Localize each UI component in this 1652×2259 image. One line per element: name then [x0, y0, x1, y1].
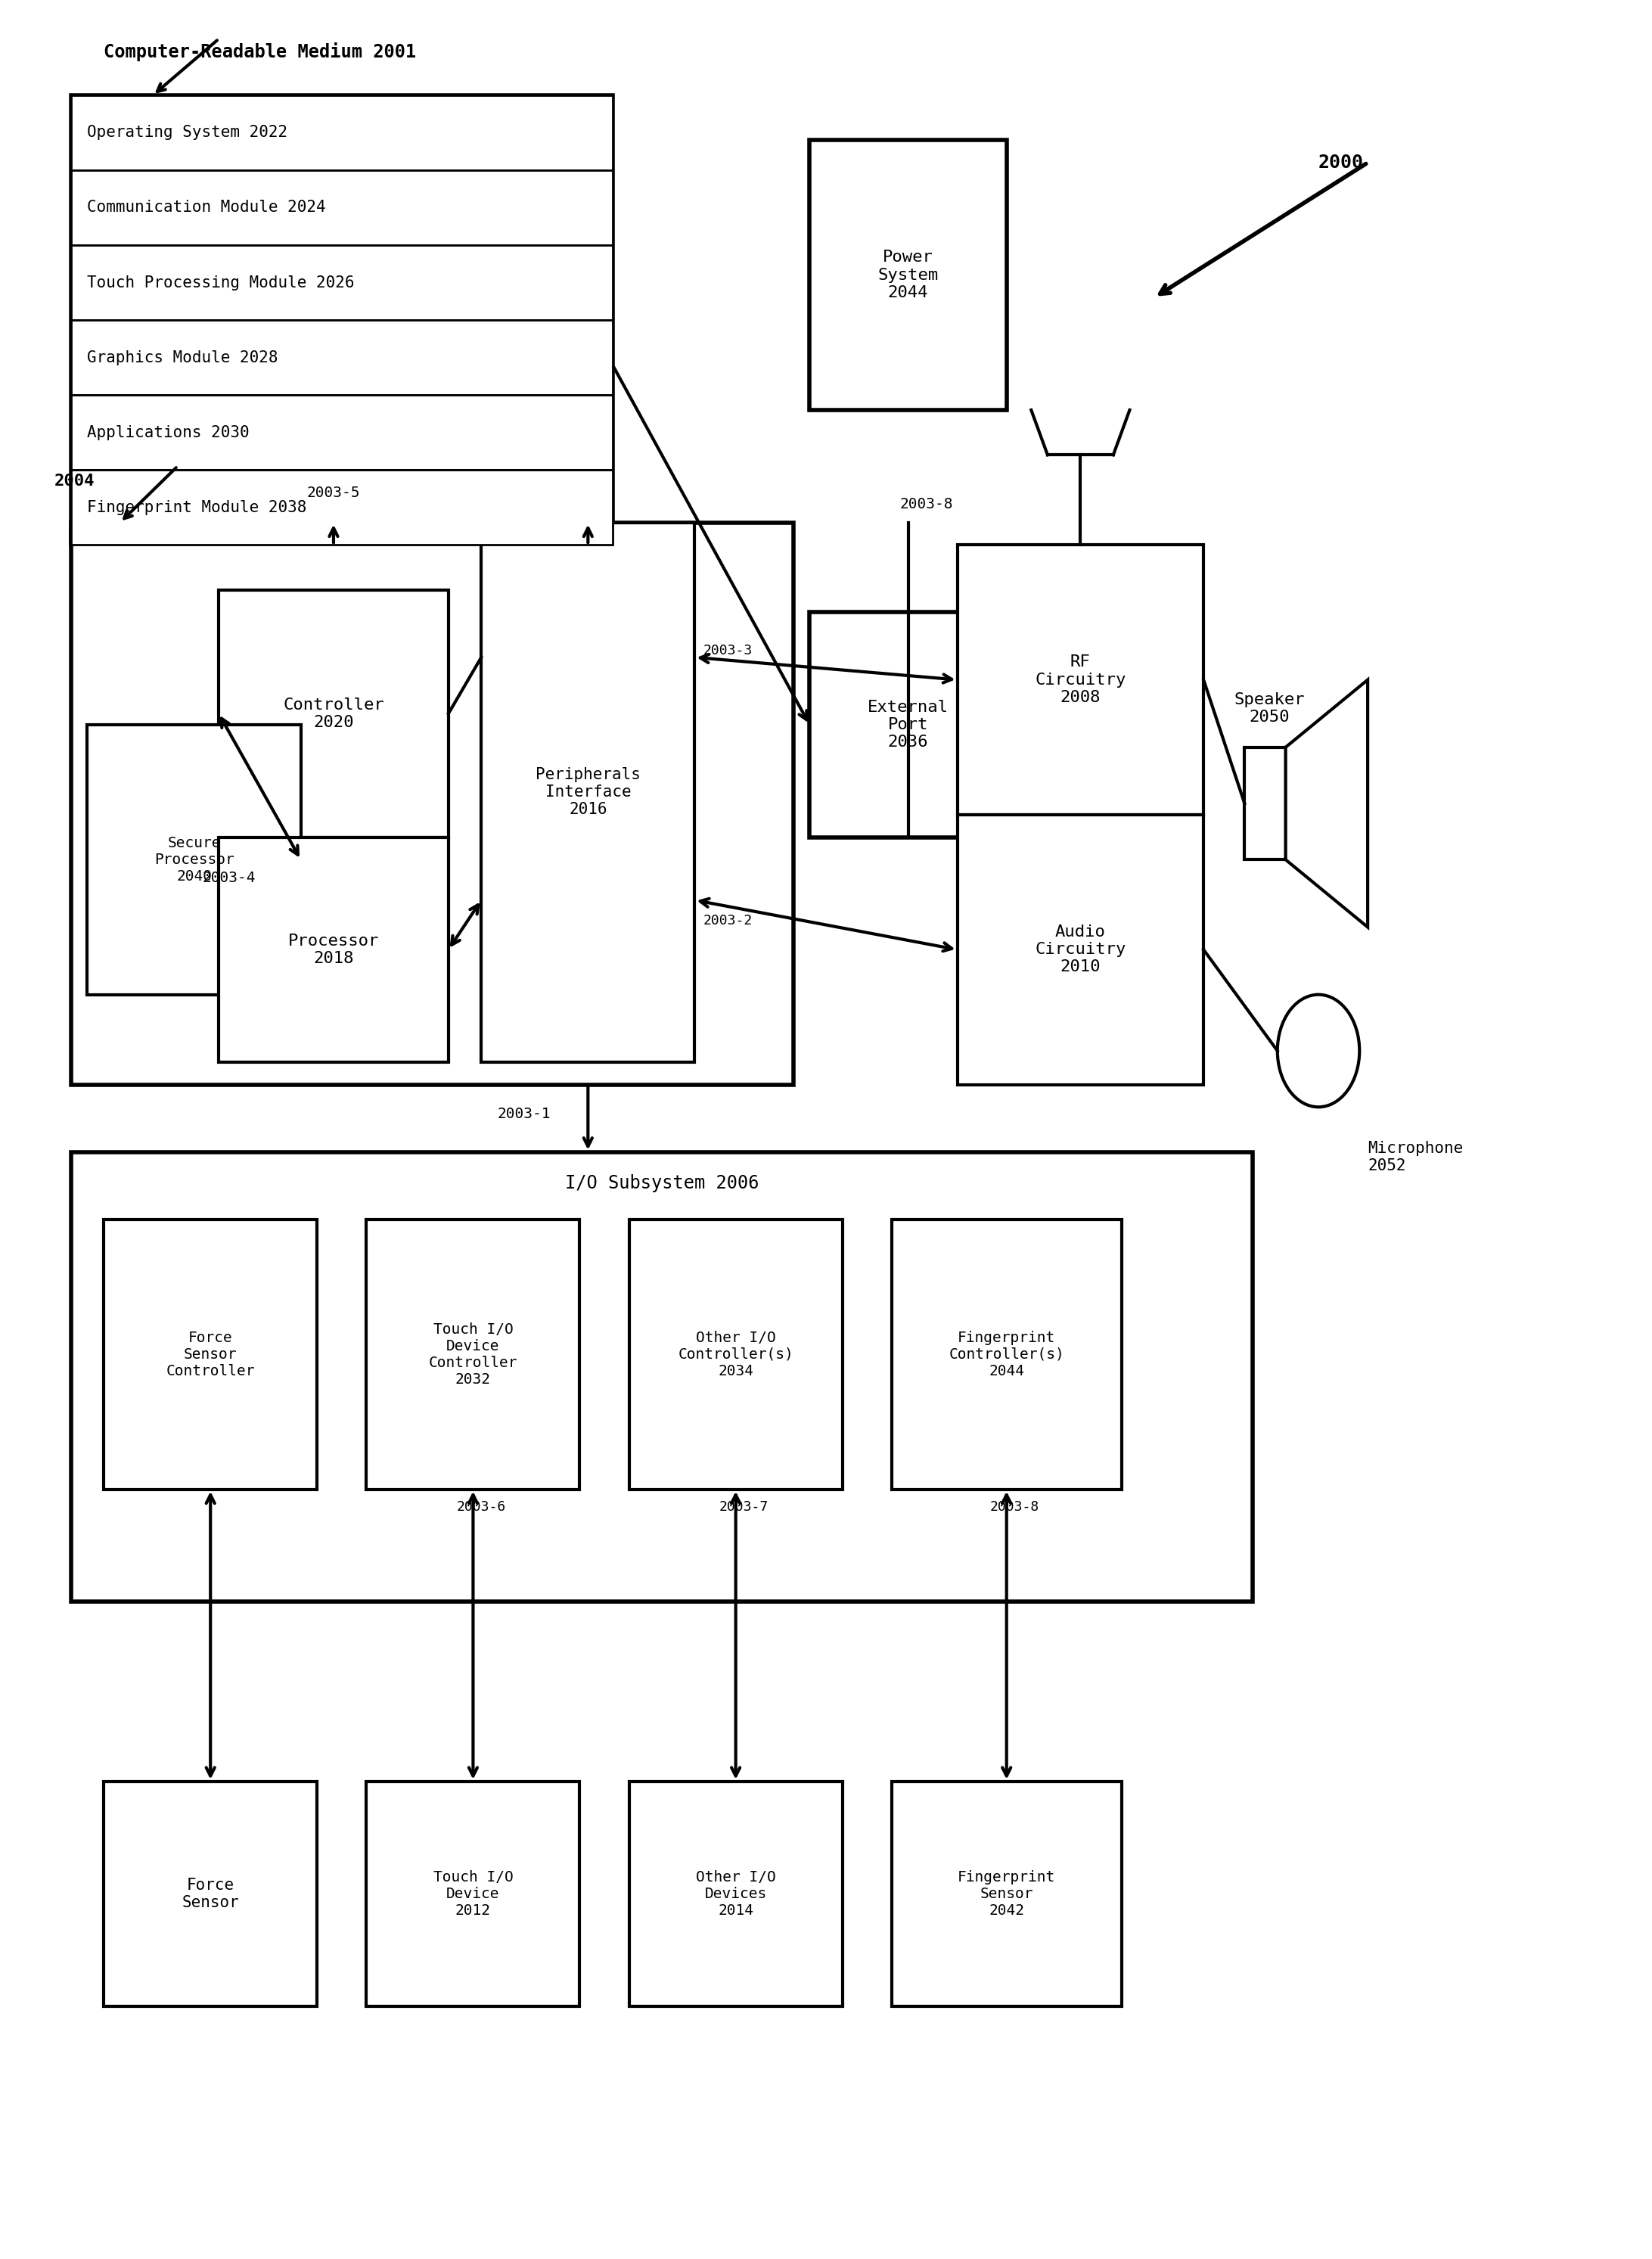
Text: Controller
2020: Controller 2020 — [282, 698, 385, 730]
Text: Secure
Processor
2040: Secure Processor 2040 — [154, 836, 235, 883]
FancyBboxPatch shape — [71, 321, 613, 395]
Text: Applications 2030: Applications 2030 — [88, 425, 249, 441]
Text: Force
Sensor: Force Sensor — [182, 1877, 240, 1911]
Text: Force
Sensor
Controller: Force Sensor Controller — [165, 1331, 254, 1378]
FancyBboxPatch shape — [1244, 748, 1285, 861]
FancyBboxPatch shape — [71, 1152, 1252, 1602]
Text: 2003-8: 2003-8 — [990, 1500, 1039, 1514]
Text: Computer-Readable Medium 2001: Computer-Readable Medium 2001 — [104, 43, 416, 61]
Text: External
Port
2036: External Port 2036 — [867, 700, 948, 750]
FancyBboxPatch shape — [104, 1782, 317, 2006]
Text: Fingerprint
Controller(s)
2044: Fingerprint Controller(s) 2044 — [948, 1331, 1064, 1378]
Text: RF
Circuitry
2008: RF Circuitry 2008 — [1034, 655, 1127, 705]
FancyBboxPatch shape — [629, 1782, 843, 2006]
Text: 2000: 2000 — [1318, 154, 1365, 172]
FancyBboxPatch shape — [629, 1220, 843, 1489]
Text: I/O Subsystem 2006: I/O Subsystem 2006 — [565, 1175, 758, 1193]
Text: 2003-3: 2003-3 — [702, 644, 752, 657]
Text: Other I/O
Devices
2014: Other I/O Devices 2014 — [695, 1870, 776, 1918]
Polygon shape — [1285, 680, 1368, 926]
FancyBboxPatch shape — [892, 1782, 1122, 2006]
FancyBboxPatch shape — [809, 140, 1006, 409]
Text: Fingerprint
Sensor
2042: Fingerprint Sensor 2042 — [958, 1870, 1056, 1918]
FancyBboxPatch shape — [71, 244, 613, 321]
FancyBboxPatch shape — [71, 522, 793, 1084]
FancyBboxPatch shape — [71, 470, 613, 544]
FancyBboxPatch shape — [809, 612, 1006, 838]
FancyBboxPatch shape — [71, 395, 613, 470]
Text: Communication Module 2024: Communication Module 2024 — [88, 201, 325, 215]
Text: Power
System
2044: Power System 2044 — [877, 251, 938, 300]
Text: 2003-5: 2003-5 — [307, 486, 360, 499]
Circle shape — [1277, 994, 1360, 1107]
Text: 2003-7: 2003-7 — [719, 1500, 768, 1514]
FancyBboxPatch shape — [71, 169, 613, 244]
Text: Peripherals
Interface
2016: Peripherals Interface 2016 — [535, 768, 641, 818]
Text: Audio
Circuitry
2010: Audio Circuitry 2010 — [1034, 924, 1127, 974]
FancyBboxPatch shape — [367, 1220, 580, 1489]
FancyBboxPatch shape — [71, 95, 613, 544]
Text: 2003-6: 2003-6 — [456, 1500, 506, 1514]
FancyBboxPatch shape — [88, 725, 301, 994]
Text: Processor
2018: Processor 2018 — [287, 933, 378, 967]
FancyBboxPatch shape — [481, 522, 695, 1062]
Text: 2003-4: 2003-4 — [202, 872, 256, 886]
Text: Touch Processing Module 2026: Touch Processing Module 2026 — [88, 276, 355, 289]
FancyBboxPatch shape — [218, 838, 448, 1062]
Text: Fingerprint Module 2038: Fingerprint Module 2038 — [88, 499, 307, 515]
Text: 2003-1: 2003-1 — [497, 1107, 552, 1120]
Text: Graphics Module 2028: Graphics Module 2028 — [88, 350, 278, 366]
Text: Touch I/O
Device
Controller
2032: Touch I/O Device Controller 2032 — [428, 1322, 517, 1387]
Text: 2004: 2004 — [55, 474, 94, 488]
Text: Microphone
2052: Microphone 2052 — [1368, 1141, 1464, 1172]
Text: Touch I/O
Device
2012: Touch I/O Device 2012 — [433, 1870, 514, 1918]
Text: Speaker
2050: Speaker 2050 — [1234, 691, 1305, 725]
Text: 2003-8: 2003-8 — [900, 497, 953, 511]
FancyBboxPatch shape — [104, 1220, 317, 1489]
FancyBboxPatch shape — [218, 590, 448, 838]
Text: Other I/O
Controller(s)
2034: Other I/O Controller(s) 2034 — [677, 1331, 793, 1378]
FancyBboxPatch shape — [957, 815, 1204, 1084]
FancyBboxPatch shape — [892, 1220, 1122, 1489]
FancyBboxPatch shape — [71, 95, 613, 169]
Text: 2003-2: 2003-2 — [702, 913, 752, 926]
FancyBboxPatch shape — [367, 1782, 580, 2006]
FancyBboxPatch shape — [957, 544, 1204, 815]
Text: Operating System 2022: Operating System 2022 — [88, 124, 287, 140]
